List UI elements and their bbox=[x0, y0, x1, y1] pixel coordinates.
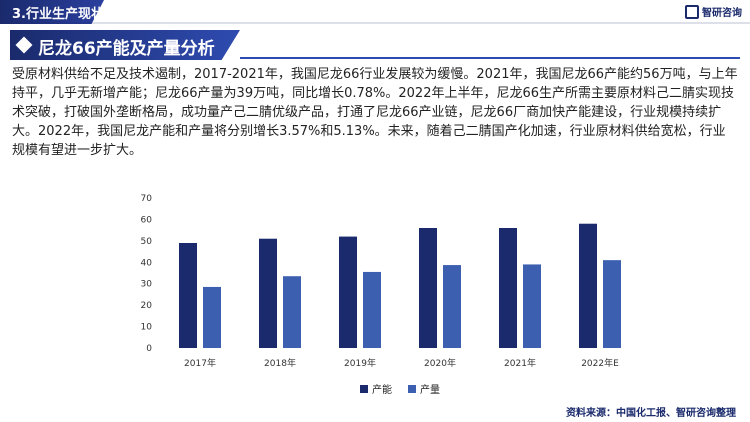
logo-text: 智研咨询 bbox=[702, 8, 742, 19]
slide-title: 尼龙66产能及产量分析 bbox=[38, 39, 215, 59]
y-tick-label: 70 bbox=[141, 194, 153, 204]
bar-capacity-5 bbox=[579, 223, 597, 348]
bar-output-5 bbox=[603, 260, 621, 348]
legend-label-capacity: 产能 bbox=[372, 385, 392, 396]
section-heading: 3.行业生产现状 bbox=[12, 7, 104, 22]
bar-output-0 bbox=[203, 286, 221, 348]
bar-output-4 bbox=[523, 264, 541, 348]
y-tick-label: 10 bbox=[141, 323, 153, 333]
y-tick-label: 0 bbox=[146, 344, 152, 354]
legend-item-capacity: 产能 bbox=[360, 381, 392, 396]
x-tick-label: 2018年 bbox=[264, 357, 296, 369]
top-bar: 3.行业生产现状 bbox=[0, 0, 750, 24]
y-tick-label: 30 bbox=[141, 280, 153, 290]
bar-output-3 bbox=[443, 265, 461, 348]
y-tick-label: 50 bbox=[141, 237, 153, 247]
bar-capacity-4 bbox=[499, 228, 517, 348]
x-tick-label: 2017年 bbox=[184, 357, 216, 369]
x-tick-label: 2022年E bbox=[581, 357, 619, 369]
slide-title-bar: 尼龙66产能及产量分析 bbox=[10, 30, 740, 60]
top-stripe bbox=[0, 0, 104, 24]
bar-chart: 0 10 20 30 40 50 60 70 2017年 2018年 2019年 2020年 2021年… bbox=[141, 194, 621, 369]
x-tick-label: 2019年 bbox=[344, 357, 376, 369]
y-tick-label: 60 bbox=[141, 215, 153, 225]
legend-swatch-capacity bbox=[360, 384, 368, 393]
logo-icon bbox=[685, 4, 699, 19]
legend-item-output: 产量 bbox=[408, 381, 440, 396]
source-note: 资料来源：中国化工报、智研咨询整理 bbox=[566, 408, 736, 419]
title-background bbox=[10, 30, 240, 60]
legend-swatch-output bbox=[408, 384, 416, 393]
chart-legend: 产能 产量 bbox=[360, 381, 440, 396]
bar-output-2 bbox=[363, 271, 381, 348]
top-rule bbox=[0, 22, 750, 24]
title-rule bbox=[240, 57, 740, 59]
x-tick-label: 2020年 bbox=[424, 357, 456, 369]
y-tick-label: 20 bbox=[141, 301, 153, 311]
bar-output-1 bbox=[283, 276, 301, 348]
bar-capacity-1 bbox=[259, 238, 277, 348]
bar-capacity-3 bbox=[419, 228, 437, 348]
body-paragraph: 受原材料供给不足及技术遏制，2017-2021年，我国尼龙66行业发展较为缓慢。… bbox=[12, 67, 738, 158]
legend-label-output: 产量 bbox=[420, 385, 440, 396]
brand-logo: 智研咨询 bbox=[685, 4, 742, 19]
bar-capacity-2 bbox=[339, 236, 357, 348]
y-tick-label: 40 bbox=[141, 258, 153, 268]
bar-capacity-0 bbox=[179, 243, 197, 348]
x-tick-label: 2021年 bbox=[504, 357, 536, 369]
